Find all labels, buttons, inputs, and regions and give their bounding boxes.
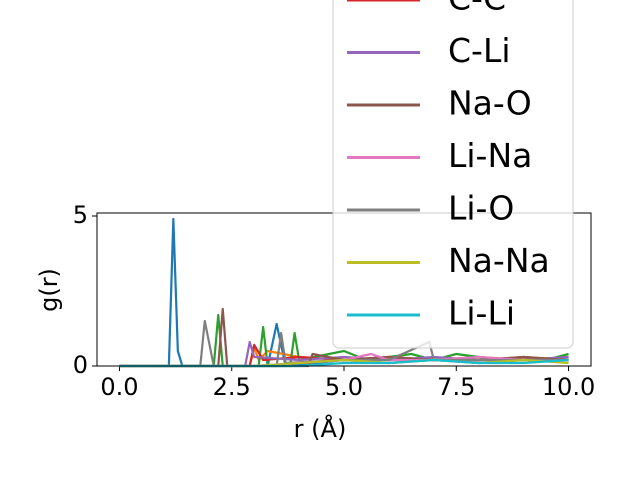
x-tick-label: 0.0 xyxy=(100,373,138,401)
y-axis-label: g(r) xyxy=(35,268,63,312)
legend-label: Na-O xyxy=(448,84,532,123)
x-tick-label: 2.5 xyxy=(213,373,251,401)
legend-label: C-C xyxy=(448,0,506,18)
legend-label: Li-O xyxy=(448,189,514,228)
x-tick-label: 5.0 xyxy=(325,373,363,401)
y-tick-label: 0 xyxy=(73,351,88,379)
y-tick-label: 5 xyxy=(73,201,88,229)
legend-box xyxy=(332,0,574,349)
x-tick-label: 7.5 xyxy=(437,373,475,401)
x-tick-label: 10.0 xyxy=(542,373,595,401)
legend-label: Li-Li xyxy=(448,294,515,333)
legend-label: C-Li xyxy=(448,31,511,70)
legend-label: Na-Na xyxy=(448,241,550,280)
x-axis-label: r (Å) xyxy=(294,414,347,443)
legend-label: Li-Na xyxy=(448,136,532,175)
